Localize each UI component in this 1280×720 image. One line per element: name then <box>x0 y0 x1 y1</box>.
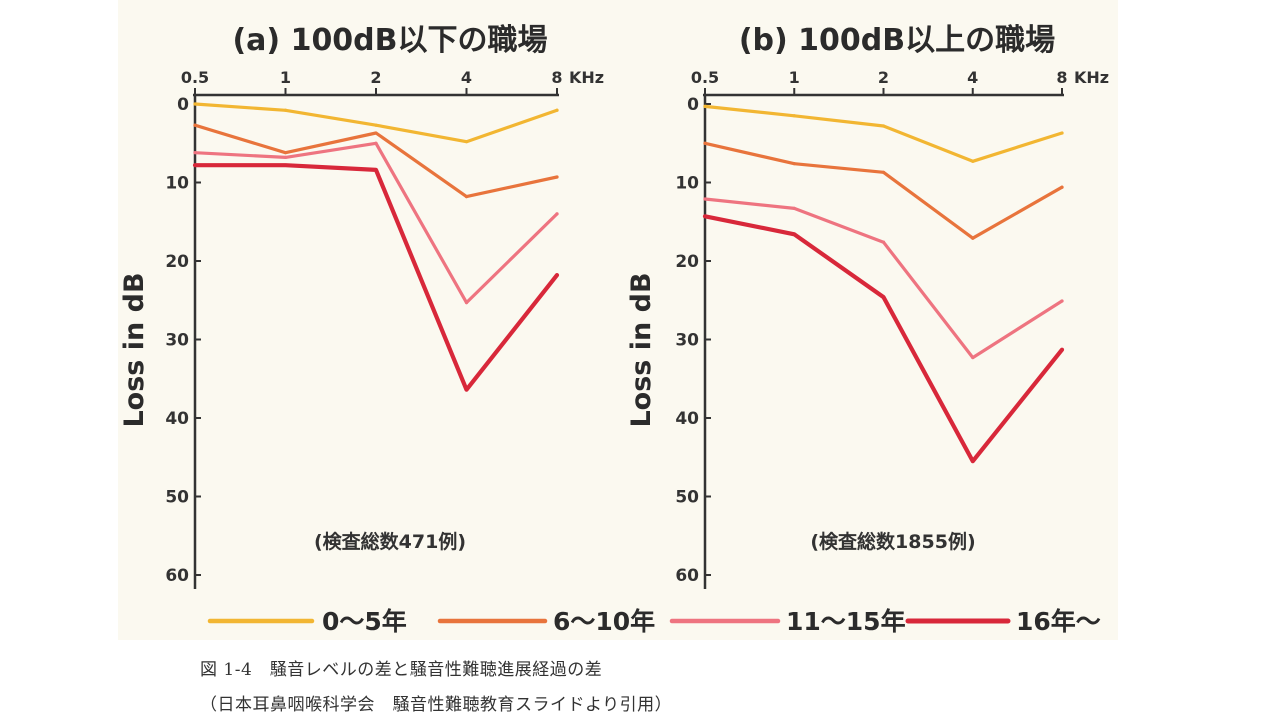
data-point <box>792 206 796 211</box>
data-point <box>1060 299 1064 303</box>
legend-label: 6～10年 <box>553 607 655 636</box>
y-tick-label: 0 <box>177 95 189 115</box>
x-tick-label: 1 <box>789 68 800 87</box>
data-point <box>374 131 378 135</box>
data-point <box>193 123 197 127</box>
data-point <box>283 163 288 167</box>
data-point <box>555 273 559 277</box>
data-point <box>283 155 288 159</box>
x-tick-label: 4 <box>461 68 472 87</box>
y-axis-label: Loss in dB <box>119 272 150 427</box>
y-tick-label: 10 <box>675 174 699 194</box>
sample-count-note: (検査総数471例) <box>314 530 466 553</box>
y-tick-label: 40 <box>165 409 189 429</box>
data-point <box>193 102 197 106</box>
data-point <box>703 104 707 108</box>
data-point <box>555 175 559 179</box>
x-tick-label: 4 <box>967 68 978 87</box>
legend-label: 16年～ <box>1016 607 1101 636</box>
x-unit-label: KHz <box>569 68 604 87</box>
data-point <box>881 124 886 128</box>
x-tick-label: 0.5 <box>181 68 209 87</box>
data-point <box>1060 348 1064 352</box>
y-tick-label: 60 <box>165 566 189 586</box>
x-tick-label: 8 <box>551 68 562 87</box>
data-point <box>464 301 469 305</box>
data-point <box>971 236 975 240</box>
legend: 0～5年 6～10年 11～15年 16年～ <box>207 607 1101 636</box>
data-point <box>792 162 796 166</box>
data-point <box>193 163 197 167</box>
data-point <box>1060 185 1064 189</box>
x-tick-label: 2 <box>878 68 889 87</box>
data-point <box>971 159 975 163</box>
data-point <box>792 114 796 118</box>
chart-title: (b) 100dB以上の職場 <box>739 23 1055 58</box>
data-point <box>374 123 378 127</box>
legend-label: 0～5年 <box>322 607 407 636</box>
data-point <box>881 295 886 299</box>
data-point <box>464 195 469 199</box>
y-tick-label: 0 <box>687 95 699 115</box>
figure-caption: 図 1-4 騒音レベルの差と騒音性難聴進展経過の差 <box>200 660 603 680</box>
figure-source-note: （日本耳鼻咽喉科学会 騒音性難聴教育スライドより引用） <box>200 695 673 715</box>
y-tick-label: 40 <box>675 409 699 429</box>
data-point <box>971 355 975 360</box>
y-tick-label: 10 <box>165 174 189 194</box>
data-point <box>881 240 886 244</box>
y-tick-label: 30 <box>675 331 699 351</box>
chart-title: (a) 100dB以下の職場 <box>232 23 547 58</box>
y-tick-label: 50 <box>165 488 189 508</box>
data-point <box>283 108 288 112</box>
chart-panel-b: (b) 100dB以上の職場 0.5 1 2 4 8 KHz 0 10 20 30 40 50 60 Los… <box>626 23 1109 589</box>
x-tick-label: 2 <box>370 68 381 87</box>
y-axis-label: Loss in dB <box>626 272 657 427</box>
legend-label: 11～15年 <box>786 607 906 636</box>
x-tick-label: 8 <box>1056 68 1067 87</box>
data-point <box>464 140 469 144</box>
data-point <box>792 232 796 236</box>
y-tick-label: 60 <box>675 566 699 586</box>
figure-background <box>118 0 1118 640</box>
x-tick-label: 1 <box>280 68 291 87</box>
y-tick-label: 30 <box>165 331 189 351</box>
y-tick-label: 50 <box>675 488 699 508</box>
data-point <box>193 151 197 155</box>
sample-count-note: (検査総数1855例) <box>810 530 975 553</box>
data-point <box>703 214 707 218</box>
data-point <box>1060 131 1064 135</box>
data-point <box>283 151 288 155</box>
data-point <box>555 108 559 112</box>
data-point <box>703 141 707 145</box>
data-point <box>703 197 707 201</box>
y-tick-label: 20 <box>675 252 699 272</box>
x-unit-label: KHz <box>1074 68 1109 87</box>
y-tick-label: 20 <box>165 252 189 272</box>
data-point <box>374 168 378 172</box>
data-point <box>464 388 469 392</box>
data-point <box>881 170 886 174</box>
data-point <box>555 212 559 216</box>
data-point <box>971 459 975 463</box>
data-point <box>374 141 378 145</box>
x-tick-label: 0.5 <box>691 68 719 87</box>
chart-panel-a: (a) 100dB以下の職場 0.5 1 2 4 8 KHz 0 10 20 30 40 50 60 Los… <box>119 23 604 589</box>
